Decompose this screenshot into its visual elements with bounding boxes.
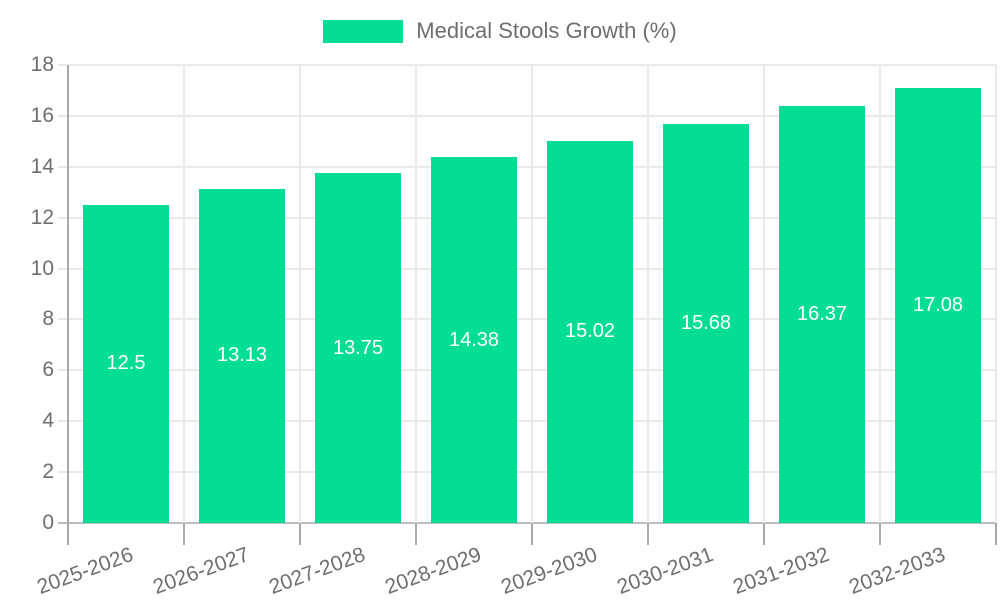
y-tick-label: 8	[42, 307, 54, 331]
legend-swatch	[323, 19, 404, 43]
bar[interactable]: 15.68	[663, 124, 749, 523]
bar[interactable]: 12.5	[83, 204, 169, 523]
x-axis-tick	[879, 523, 881, 545]
gridline-horizontal	[58, 267, 996, 270]
gridline-horizontal	[58, 165, 996, 168]
y-tick-label: 14	[30, 154, 54, 178]
y-tick-label: 12	[30, 205, 54, 229]
x-tick-label: 2028-2029	[381, 543, 484, 599]
x-tick-label: 2027-2028	[265, 543, 368, 599]
x-axis-tick	[763, 523, 765, 545]
gridline-horizontal	[58, 318, 996, 321]
x-tick-label: 2025-2026	[33, 543, 136, 599]
bar-value-label: 15.68	[680, 312, 732, 334]
bar-value-label: 14.38	[448, 328, 500, 351]
gridline-vertical	[879, 65, 881, 523]
x-axis-tick	[647, 523, 649, 545]
x-axis-tick	[183, 523, 185, 545]
x-axis-line	[58, 522, 996, 524]
bar-value-label: 17.08	[912, 294, 964, 317]
legend[interactable]: Medical Stools Growth (%)	[0, 17, 1000, 45]
y-tick-label: 18	[30, 53, 54, 76]
x-axis-tick	[299, 523, 301, 545]
y-tick-label: 10	[30, 256, 54, 280]
bar[interactable]: 15.02	[547, 140, 633, 523]
bar-value-label: 13.75	[332, 336, 384, 359]
gridline-vertical	[299, 65, 301, 523]
x-axis-tick	[415, 523, 417, 545]
x-axis-tick	[67, 523, 69, 545]
y-tick-label: 16	[30, 103, 54, 127]
gridline-horizontal	[58, 216, 996, 219]
y-tick-label: 4	[42, 409, 54, 433]
y-axis-line	[67, 65, 69, 523]
gridline-horizontal	[58, 369, 996, 372]
bar-value-label: 15.02	[564, 320, 616, 343]
y-tick-label: 0	[42, 511, 54, 534]
x-tick-label: 2029-2030	[497, 543, 600, 599]
x-tick-label: 2026-2027	[149, 543, 252, 599]
legend-label: Medical Stools Growth (%)	[416, 18, 677, 43]
bar[interactable]: 14.38	[431, 157, 517, 523]
gridline-horizontal	[58, 471, 996, 474]
bar[interactable]: 16.37	[779, 106, 865, 523]
x-tick-label: 2032-2033	[845, 543, 948, 599]
bar[interactable]: 13.75	[315, 173, 401, 523]
gridline-horizontal	[58, 114, 996, 117]
bar-value-label: 16.37	[796, 303, 848, 326]
y-tick-label: 6	[42, 358, 54, 382]
gridline-horizontal	[58, 64, 996, 66]
bar-value-label: 12.5	[106, 352, 146, 375]
gridline-vertical	[763, 65, 765, 523]
x-axis-tick	[995, 523, 997, 545]
gridline-vertical	[415, 65, 417, 523]
gridline-vertical	[183, 65, 185, 523]
x-axis-tick	[531, 523, 533, 545]
bar[interactable]: 17.08	[895, 88, 981, 523]
bar-value-label: 13.13	[216, 344, 268, 367]
gridline-vertical	[647, 65, 649, 523]
x-tick-label: 2031-2032	[729, 543, 832, 599]
gridline-vertical	[995, 65, 997, 523]
bar[interactable]: 13.13	[199, 188, 285, 523]
gridline-vertical	[531, 65, 533, 523]
y-tick-label: 2	[42, 460, 54, 484]
x-tick-label: 2030-2031	[613, 543, 716, 599]
gridline-horizontal	[58, 420, 996, 423]
